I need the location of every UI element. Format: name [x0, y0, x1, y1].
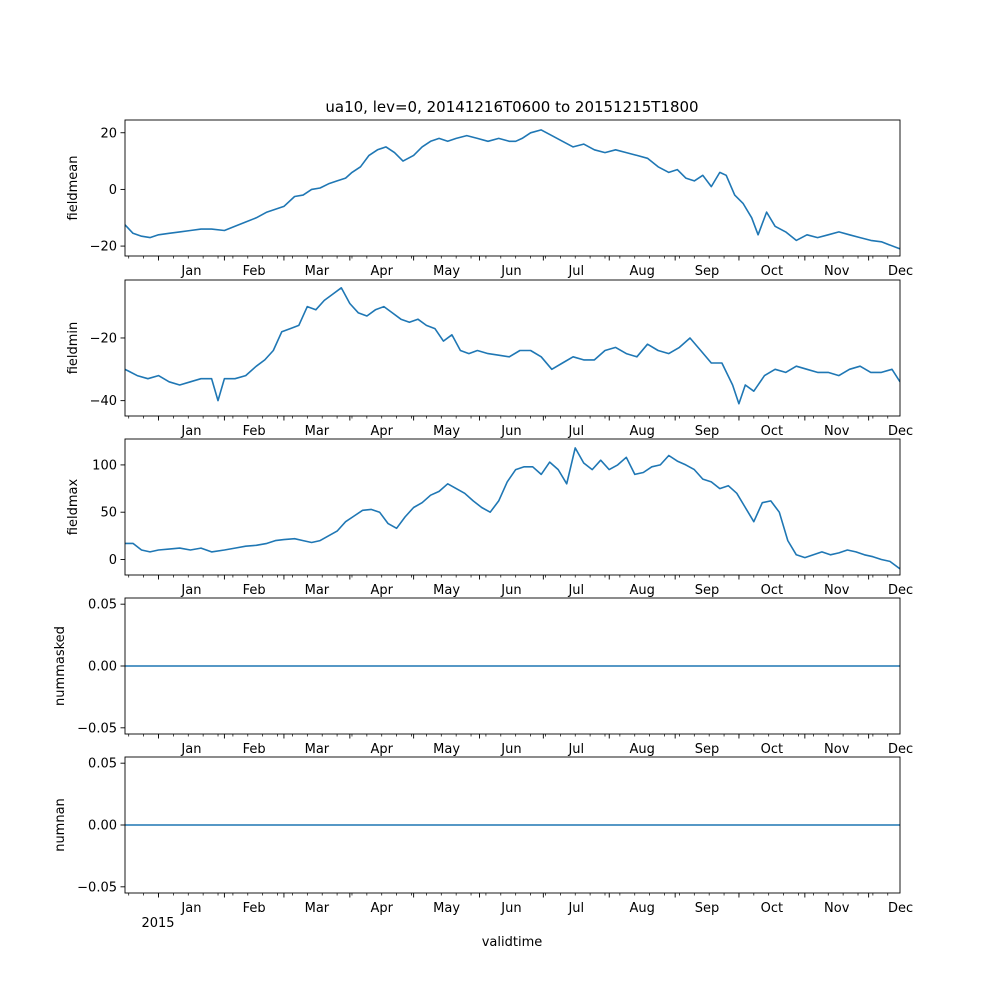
- axes-frame: [124, 279, 901, 417]
- x-tick-label: Dec: [888, 742, 913, 757]
- x-tick-label: May: [433, 583, 460, 598]
- x-tick-label: Nov: [824, 742, 850, 757]
- x-tick-label: Jun: [500, 424, 521, 439]
- y-tick-label: 0.00: [88, 819, 117, 834]
- x-tick-label: Sep: [695, 264, 720, 279]
- x-tick-label: Oct: [761, 901, 783, 916]
- y-tick-label: 50: [100, 506, 117, 521]
- panel-fieldmax: Jan Feb Mar Apr May Jun Jul Aug Sep Oct Nov Dec 0 50 1…: [66, 438, 913, 598]
- x-tick-label: May: [433, 742, 460, 757]
- panels: Jan Feb Mar Apr May Jun Jul Aug Sep Oct Nov Dec −20 0…: [53, 119, 913, 916]
- x-tick-label: May: [433, 424, 460, 439]
- y-axis-label: numnan: [53, 798, 68, 852]
- x-tick-label: Jun: [500, 901, 521, 916]
- figure-title: ua10, lev=0, 20141216T0600 to 20151215T1…: [325, 98, 698, 116]
- x-tick-label: Mar: [305, 742, 330, 757]
- x-tick-label: Jun: [500, 742, 521, 757]
- panel-fieldmean: Jan Feb Mar Apr May Jun Jul Aug Sep Oct Nov Dec −20 0…: [66, 119, 913, 279]
- x-tick-label: Apr: [370, 583, 393, 598]
- x-axis-label: validtime: [482, 935, 543, 950]
- x-tick-label: Nov: [824, 424, 850, 439]
- x-tick-label: Jan: [180, 583, 201, 598]
- x-tick-label: Oct: [761, 583, 783, 598]
- panel-nummasked: Jan Feb Mar Apr May Jun Jul Aug Sep Oct Nov Dec −0.0…: [53, 597, 913, 757]
- y-tick-label: −20: [90, 240, 117, 255]
- x-tick-label: Nov: [824, 901, 850, 916]
- year-label: 2015: [141, 916, 174, 931]
- panel-numnan: Jan Feb Mar Apr May Jun Jul Aug Sep Oct Nov Dec −0.0…: [53, 756, 913, 916]
- y-axis-label: fieldmin: [66, 322, 81, 375]
- y-tick-label: 20: [100, 126, 117, 141]
- x-tick-label: Dec: [888, 583, 913, 598]
- x-tick-label: Jun: [500, 264, 521, 279]
- x-tick-label: Apr: [370, 742, 393, 757]
- y-tick-label: −20: [90, 331, 117, 346]
- x-tick-label: Oct: [761, 264, 783, 279]
- x-tick-label: Dec: [888, 901, 913, 916]
- y-tick-label: 0.00: [88, 660, 117, 675]
- x-tick-label: Aug: [630, 264, 655, 279]
- x-tick-label: Oct: [761, 424, 783, 439]
- x-tick-label: Jun: [500, 583, 521, 598]
- x-tick-label: Dec: [888, 264, 913, 279]
- axes-frame: [124, 438, 901, 576]
- x-tick-label: Feb: [243, 583, 266, 598]
- x-tick-label: Jul: [567, 742, 584, 757]
- y-tick-label: 0.05: [88, 757, 117, 772]
- x-tick-label: Aug: [630, 424, 655, 439]
- x-tick-label: Feb: [243, 264, 266, 279]
- x-tick-label: Feb: [243, 901, 266, 916]
- series-line-fieldmin: [125, 286, 900, 405]
- x-tick-label: Aug: [630, 742, 655, 757]
- x-tick-label: Jul: [567, 424, 584, 439]
- y-axis-label: fieldmax: [66, 479, 81, 536]
- x-tick-label: May: [433, 264, 460, 279]
- y-tick-label: −0.05: [77, 721, 117, 736]
- x-tick-label: Sep: [695, 424, 720, 439]
- x-tick-label: Oct: [761, 742, 783, 757]
- axes-frame: [124, 119, 901, 257]
- x-tick-label: Sep: [695, 742, 720, 757]
- series-line-fieldmean: [125, 129, 900, 250]
- x-tick-label: Jul: [567, 901, 584, 916]
- x-tick-label: Nov: [824, 264, 850, 279]
- panel-fieldmin: Jan Feb Mar Apr May Jun Jul Aug Sep Oct Nov Dec −40 −…: [66, 279, 913, 439]
- x-tick-label: Aug: [630, 901, 655, 916]
- x-tick-label: Nov: [824, 583, 850, 598]
- x-tick-label: Sep: [695, 901, 720, 916]
- series-line-fieldmax: [125, 447, 900, 570]
- y-tick-label: 0: [109, 183, 117, 198]
- x-tick-label: Jul: [567, 583, 584, 598]
- x-tick-label: Jan: [180, 901, 201, 916]
- x-tick-label: May: [433, 901, 460, 916]
- y-tick-label: −40: [90, 394, 117, 409]
- x-tick-label: Jan: [180, 742, 201, 757]
- x-tick-label: Feb: [243, 742, 266, 757]
- x-tick-label: Sep: [695, 583, 720, 598]
- x-tick-label: Feb: [243, 424, 266, 439]
- y-axis-label: fieldmean: [66, 156, 81, 221]
- x-tick-label: Dec: [888, 424, 913, 439]
- x-tick-label: Apr: [370, 264, 393, 279]
- y-tick-label: 0.05: [88, 598, 117, 613]
- x-tick-label: Jan: [180, 424, 201, 439]
- x-tick-label: Jul: [567, 264, 584, 279]
- y-axis-label: nummasked: [53, 626, 68, 706]
- x-tick-label: Jan: [180, 264, 201, 279]
- x-tick-label: Apr: [370, 424, 393, 439]
- x-tick-label: Mar: [305, 901, 330, 916]
- y-tick-label: 0: [109, 553, 117, 568]
- x-tick-label: Apr: [370, 901, 393, 916]
- x-tick-label: Mar: [305, 264, 330, 279]
- y-tick-label: −0.05: [77, 880, 117, 895]
- y-tick-label: 100: [92, 458, 117, 473]
- x-tick-label: Aug: [630, 583, 655, 598]
- x-tick-label: Mar: [305, 424, 330, 439]
- x-tick-label: Mar: [305, 583, 330, 598]
